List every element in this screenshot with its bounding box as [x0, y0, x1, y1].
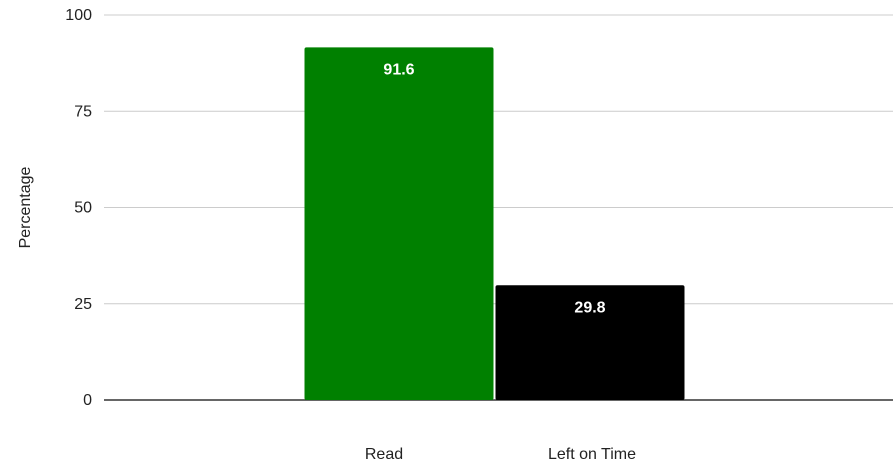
category-labels: Read Left on Time [365, 446, 636, 463]
y-tick-label: 50 [74, 200, 92, 217]
y-tick-label: 0 [83, 392, 92, 409]
y-axis-title: Percentage [17, 166, 34, 248]
bar-value-label: 29.8 [574, 299, 605, 316]
bars [304, 47, 685, 401]
y-tick-label: 25 [74, 296, 92, 313]
category-label: Left on Time [548, 446, 636, 463]
data-labels: 91.6 29.8 [383, 61, 605, 316]
y-axis-ticks: 0 25 50 75 100 [65, 7, 92, 409]
category-label: Read [365, 446, 403, 463]
bar-value-label: 91.6 [383, 61, 414, 78]
bar-read [304, 47, 494, 401]
bar-left-on-time [495, 285, 685, 400]
y-tick-label: 100 [65, 7, 92, 24]
y-tick-label: 75 [74, 103, 92, 120]
